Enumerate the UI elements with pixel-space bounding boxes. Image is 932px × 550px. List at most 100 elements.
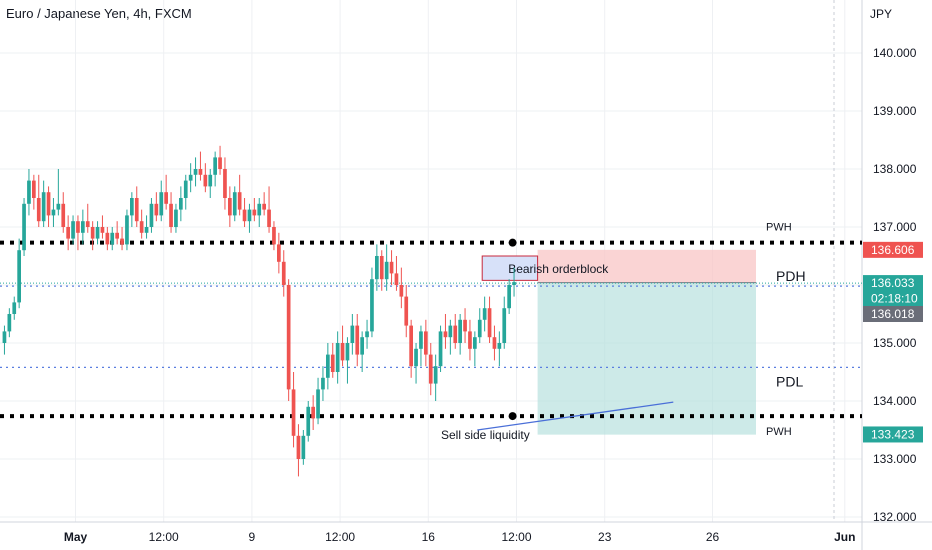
candle-body[interactable]	[375, 256, 379, 280]
candle-body[interactable]	[252, 209, 257, 216]
candle-body[interactable]	[169, 203, 173, 227]
candle-body[interactable]	[198, 169, 203, 175]
candle-body[interactable]	[468, 331, 472, 349]
sell-side-liquidity-line[interactable]	[477, 401, 674, 431]
bearish-orderblock-box[interactable]	[481, 255, 539, 281]
candle-body[interactable]	[291, 389, 296, 436]
candle-body[interactable]	[66, 227, 70, 239]
candle-body[interactable]	[71, 221, 75, 239]
candle-body[interactable]	[473, 337, 477, 349]
candle-body[interactable]	[326, 354, 330, 378]
candle-body[interactable]	[453, 325, 458, 343]
candle-body[interactable]	[247, 209, 252, 222]
candle-body[interactable]	[438, 331, 443, 367]
candle-body[interactable]	[2, 331, 7, 343]
candle-body[interactable]	[448, 325, 453, 338]
candle-body[interactable]	[193, 169, 198, 175]
candle-body[interactable]	[183, 180, 188, 198]
candle-body[interactable]	[409, 325, 413, 367]
candle-body[interactable]	[76, 221, 80, 233]
candle-body[interactable]	[487, 308, 492, 338]
candle-body[interactable]	[477, 319, 482, 338]
candle-body[interactable]	[139, 221, 144, 233]
candle-body[interactable]	[350, 325, 355, 343]
candle-body[interactable]	[497, 343, 502, 349]
candle-body[interactable]	[144, 227, 149, 233]
candle-body[interactable]	[463, 319, 467, 332]
candle-body[interactable]	[404, 296, 409, 326]
candle-body[interactable]	[213, 157, 217, 175]
candle-body[interactable]	[100, 227, 105, 233]
candle-body[interactable]	[399, 285, 404, 297]
candle-body[interactable]	[502, 308, 507, 343]
candle-body[interactable]	[90, 227, 95, 239]
candle-body[interactable]	[134, 198, 139, 222]
candle-body[interactable]	[330, 354, 335, 372]
candle-body[interactable]	[394, 273, 399, 285]
candle-body[interactable]	[286, 285, 291, 390]
pwh-upper-anchor[interactable]	[508, 238, 517, 247]
stop-loss-zone[interactable]	[537, 249, 756, 283]
candle-body[interactable]	[311, 406, 315, 419]
candle-body[interactable]	[301, 435, 306, 459]
candle-body[interactable]	[223, 169, 227, 198]
candle-body[interactable]	[482, 308, 487, 320]
candle-body[interactable]	[424, 331, 428, 355]
pwh-lower-anchor[interactable]	[508, 412, 517, 421]
candle-body[interactable]	[507, 285, 511, 309]
candle-body[interactable]	[355, 325, 360, 355]
candle-body[interactable]	[428, 354, 433, 384]
candle-body[interactable]	[316, 389, 320, 419]
candle-body[interactable]	[7, 314, 12, 332]
candle-body[interactable]	[257, 203, 262, 216]
candle-body[interactable]	[379, 256, 384, 280]
candle-body[interactable]	[174, 209, 178, 227]
candle-body[interactable]	[179, 198, 183, 210]
candle-body[interactable]	[237, 192, 242, 210]
candle-body[interactable]	[120, 238, 124, 245]
candle-body[interactable]	[340, 343, 345, 361]
candle-body[interactable]	[443, 331, 448, 338]
candle-body[interactable]	[458, 319, 462, 343]
candle-body[interactable]	[105, 232, 110, 245]
candle-body[interactable]	[433, 366, 438, 384]
take-profit-zone[interactable]	[537, 282, 756, 435]
candle-body[interactable]	[125, 215, 129, 245]
candle-body[interactable]	[228, 198, 232, 216]
candle-body[interactable]	[512, 282, 516, 285]
candle-body[interactable]	[419, 331, 423, 349]
candle-body[interactable]	[36, 198, 41, 222]
candle-body[interactable]	[85, 221, 90, 227]
candle-body[interactable]	[130, 198, 134, 216]
candle-body[interactable]	[208, 174, 213, 187]
candle-body[interactable]	[22, 203, 26, 251]
candle-body[interactable]	[164, 192, 168, 204]
candle-body[interactable]	[27, 180, 31, 204]
candle-body[interactable]	[56, 203, 61, 210]
candle-body[interactable]	[267, 209, 271, 227]
candle-body[interactable]	[262, 203, 266, 210]
candle-body[interactable]	[296, 435, 301, 459]
candle-body[interactable]	[149, 203, 154, 227]
candle-body[interactable]	[17, 250, 21, 303]
candle-body[interactable]	[272, 227, 276, 245]
candle-body[interactable]	[414, 348, 418, 367]
candle-body[interactable]	[277, 244, 281, 262]
candle-body[interactable]	[384, 261, 389, 280]
candle-body[interactable]	[232, 192, 237, 216]
candle-body[interactable]	[51, 209, 56, 216]
candle-body[interactable]	[110, 232, 115, 245]
candle-body[interactable]	[188, 174, 193, 181]
candle-body[interactable]	[41, 192, 46, 222]
candle-body[interactable]	[159, 192, 164, 216]
candle-body[interactable]	[365, 331, 369, 338]
candle-body[interactable]	[203, 174, 208, 187]
candle-body[interactable]	[335, 343, 340, 372]
candle-body[interactable]	[370, 279, 374, 332]
candle-body[interactable]	[306, 406, 311, 436]
candle-body[interactable]	[12, 302, 17, 314]
candle-body[interactable]	[345, 343, 350, 361]
candle-body[interactable]	[61, 203, 66, 227]
candle-body[interactable]	[218, 157, 222, 169]
